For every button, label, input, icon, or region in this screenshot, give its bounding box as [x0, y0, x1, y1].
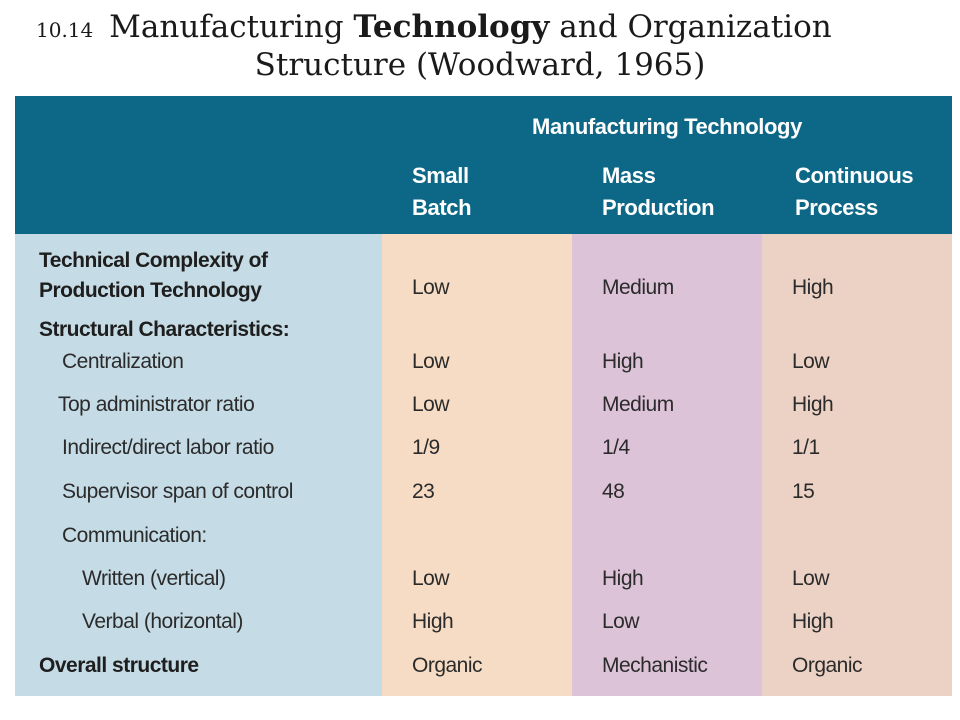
column-header-line1: Mass	[602, 163, 656, 188]
row-label: Top administrator ratio	[58, 393, 255, 416]
cell-mass-production: 1/4	[602, 436, 630, 459]
cell-continuous-process: High	[792, 393, 834, 416]
mass-production-column-bg	[572, 234, 762, 696]
cell-small-batch: 23	[412, 480, 435, 503]
group-header: Manufacturing Technology	[532, 114, 802, 139]
column-header-line2: Process	[795, 195, 878, 220]
cell-mass-production: Low	[602, 610, 640, 633]
cell-small-batch: Low	[412, 393, 450, 416]
sub-heading: Communication:	[62, 524, 207, 547]
column-header-mass-production: Mass Production	[602, 160, 782, 224]
title-bold: Technology	[353, 9, 550, 45]
row-label: Indirect/direct labor ratio	[62, 436, 274, 459]
row-label: Centralization	[62, 350, 184, 373]
cell-small-batch: 1/9	[412, 436, 440, 459]
row-label-line2: Production Technology	[39, 279, 262, 302]
label-column-bg	[15, 234, 382, 696]
title-part2: and Organization	[559, 9, 832, 45]
cell-continuous-process: High	[792, 276, 834, 299]
column-header-line1: Small	[412, 163, 469, 188]
continuous-process-column-bg	[762, 234, 952, 696]
column-header-line2: Batch	[412, 195, 472, 220]
column-header-small-batch: Small Batch	[412, 160, 592, 224]
slide-number: 10.14	[36, 18, 94, 42]
column-header-line2: Production	[602, 195, 715, 220]
small-batch-column-bg	[382, 234, 572, 696]
cell-continuous-process: Organic	[792, 654, 863, 677]
cell-continuous-process: Low	[792, 567, 830, 590]
row-label: Written (vertical)	[82, 567, 226, 590]
slide-title: 10.14 Manufacturing Technology and Organ…	[36, 8, 936, 49]
cell-continuous-process: 15	[792, 480, 815, 503]
section-heading: Structural Characteristics:	[39, 318, 290, 341]
row-label: Overall structure	[39, 654, 199, 677]
cell-mass-production: Mechanistic	[602, 654, 708, 677]
cell-small-batch: Low	[412, 350, 450, 373]
table-header	[15, 96, 952, 234]
cell-mass-production: High	[602, 350, 644, 373]
cell-mass-production: 48	[602, 480, 625, 503]
cell-small-batch: High	[412, 610, 454, 633]
cell-small-batch: Low	[412, 276, 450, 299]
cell-mass-production: Medium	[602, 276, 674, 299]
column-header-line1: Continuous	[795, 163, 914, 188]
column-header-continuous-process: Continuous Process	[795, 160, 960, 224]
row-label: Technical Complexity of Production Techn…	[39, 246, 268, 306]
cell-continuous-process: High	[792, 610, 834, 633]
cell-continuous-process: Low	[792, 350, 830, 373]
row-label: Supervisor span of control	[62, 480, 293, 503]
title-part1: Manufacturing	[109, 9, 344, 45]
slide-title-line2: Structure (Woodward, 1965)	[254, 47, 706, 83]
cell-mass-production: Medium	[602, 393, 674, 416]
technology-structure-table: Manufacturing Technology Small Batch Mas…	[15, 96, 952, 696]
cell-small-batch: Low	[412, 567, 450, 590]
cell-small-batch: Organic	[412, 654, 483, 677]
row-label-line1: Technical Complexity of	[39, 249, 268, 272]
cell-continuous-process: 1/1	[792, 436, 820, 459]
cell-mass-production: High	[602, 567, 644, 590]
row-label: Verbal (horizontal)	[82, 610, 243, 633]
